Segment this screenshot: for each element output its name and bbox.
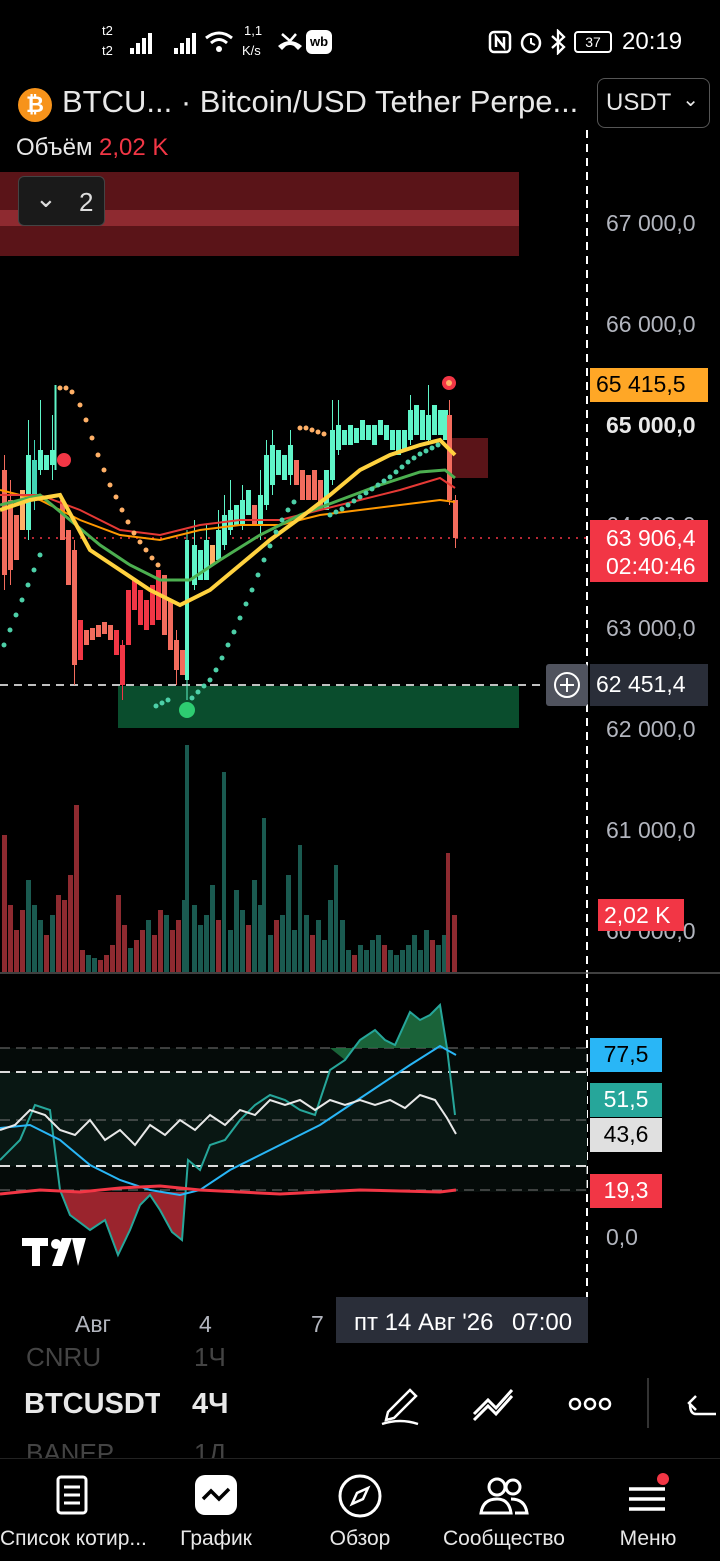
- next-symbol[interactable]: BANEP: [26, 1438, 115, 1458]
- price-candles: [2, 385, 458, 700]
- bluetooth-icon: [551, 29, 566, 55]
- compass-icon: [338, 1474, 382, 1518]
- clock: 20:19: [622, 28, 683, 55]
- crosshair-time: 07:00: [512, 1309, 573, 1336]
- price-chart[interactable]: [0, 0, 720, 1300]
- ma-orange: [0, 489, 456, 542]
- alarm-icon: [520, 32, 542, 54]
- price-level: 61 000,0: [606, 817, 696, 843]
- time-label: Авг: [75, 1311, 111, 1337]
- oscillator-white-line: [0, 1093, 457, 1147]
- osc-tag-upper: 77,5: [590, 1038, 662, 1072]
- price-level: 62 000,0: [606, 716, 696, 742]
- oscillator-teal-line: [0, 1002, 456, 1258]
- price-level: 65 000,0: [606, 412, 696, 438]
- net-speed-unit: K/s: [242, 43, 261, 58]
- nav-label: Список котир...: [0, 1527, 147, 1550]
- indicator-count: 2: [79, 187, 94, 217]
- undo-icon[interactable]: [686, 1390, 720, 1420]
- last-price-value: 63 906,4: [606, 525, 696, 551]
- crosshair-date: пт 14 Авг '26: [354, 1309, 494, 1336]
- current-symbol[interactable]: BTCUSDT: [24, 1388, 160, 1420]
- watchlist-icon: [56, 1475, 88, 1515]
- ma-yellow: [0, 437, 457, 608]
- add-alert-button[interactable]: [546, 664, 588, 706]
- next-interval[interactable]: 1Д: [194, 1438, 227, 1458]
- osc-tag-white: 43,6: [590, 1118, 662, 1152]
- bar-countdown: 02:40:46: [606, 553, 696, 579]
- volume-bars: [2, 745, 457, 972]
- symbol-description: · Bitcoin/USD Tether Perpe...: [180, 84, 579, 119]
- nav-chart[interactable]: График: [144, 1459, 288, 1561]
- order-block: [452, 438, 488, 478]
- oscillator-oversold-fill: [60, 1192, 186, 1255]
- sell-signal-dot-center: [446, 380, 452, 386]
- symbol-short: BTCU...: [62, 84, 173, 119]
- currency-select[interactable]: USDT ⌄: [597, 78, 710, 128]
- parabolic-sar: [1, 385, 441, 709]
- alert-price-tag[interactable]: 65 415,5: [590, 368, 708, 402]
- plus-circle-icon: [554, 672, 580, 698]
- trend-line-icon[interactable]: [470, 1384, 518, 1424]
- pencil-icon[interactable]: [380, 1382, 420, 1426]
- oscillator-blue-line: [0, 1044, 457, 1197]
- menu-icon: [629, 1473, 669, 1511]
- oscillator-red-line: [0, 1184, 457, 1196]
- nfc-icon: [488, 30, 512, 54]
- nav-community[interactable]: Сообщество: [432, 1459, 576, 1561]
- symbol-title[interactable]: BTCU... · Bitcoin/USD Tether Perpe...: [62, 84, 578, 120]
- collapse-indicators-button[interactable]: ⌄ 2: [18, 176, 105, 226]
- resistance-zone-core: [0, 210, 519, 226]
- bitcoin-logo-icon: ₿: [18, 88, 52, 122]
- nav-label: Сообщество: [443, 1527, 565, 1550]
- missed-call-icon: [278, 33, 302, 50]
- time-label: 4: [199, 1311, 212, 1337]
- chart-icon: [195, 1475, 237, 1515]
- signal-icon: [130, 33, 196, 54]
- time-label: 7: [311, 1311, 324, 1337]
- volume-value: 2,02 K: [99, 134, 169, 161]
- currency-value: USDT: [606, 89, 672, 116]
- sell-signal-dot: [57, 453, 71, 467]
- nav-watchlist[interactable]: Список котир...: [0, 1459, 147, 1561]
- symbol-toolbar: CNRU 1Ч BTCUSDT 4Ч BANEP 1Д: [0, 1342, 720, 1458]
- nav-menu[interactable]: Меню: [576, 1459, 720, 1561]
- bottom-navigation: Список котир... График Обзор Сообщество …: [0, 1458, 720, 1561]
- battery-icon: 37: [574, 31, 612, 53]
- tradingview-logo: [22, 1236, 88, 1273]
- price-level: 67 000,0: [606, 210, 696, 236]
- sim2-label: t2: [102, 43, 113, 58]
- status-bar: t2 t2 1,1 K/s wb 37 20:19: [0, 0, 720, 84]
- osc-tag-mid: 51,5: [590, 1083, 662, 1117]
- chevron-down-icon: ⌄: [682, 89, 699, 111]
- price-level: 63 000,0: [606, 615, 696, 641]
- price-level: 66 000,0: [606, 311, 696, 337]
- nav-label: График: [180, 1527, 252, 1550]
- wb-app-icon: wb: [306, 30, 332, 54]
- osc-tag-lower: 19,3: [590, 1174, 662, 1208]
- prev-symbol[interactable]: CNRU: [26, 1342, 102, 1372]
- net-speed-value: 1,1: [244, 23, 263, 38]
- prev-interval[interactable]: 1Ч: [194, 1342, 226, 1372]
- wifi-icon: [205, 31, 233, 52]
- crosshair-date-box: пт 14 Авг '26 07:00: [336, 1297, 588, 1343]
- more-icon[interactable]: [568, 1394, 612, 1414]
- chevron-down-icon: ⌄: [35, 183, 57, 213]
- volume-label: Объём: [16, 134, 93, 161]
- battery-level: 37: [585, 34, 601, 50]
- toolbar-divider: [647, 1378, 649, 1428]
- sim1-label: t2: [102, 23, 113, 38]
- community-icon: [479, 1477, 529, 1515]
- current-interval[interactable]: 4Ч: [192, 1388, 229, 1420]
- nav-label: Меню: [619, 1527, 677, 1550]
- crosshair-price-tag: 62 451,4: [590, 664, 708, 706]
- nav-label: Обзор: [329, 1527, 391, 1550]
- last-price-tag[interactable]: 63 906,4 02:40:46: [590, 520, 708, 582]
- buy-signal-dot: [179, 702, 195, 718]
- nav-overview[interactable]: Обзор: [288, 1459, 432, 1561]
- osc-zero: 0,0: [606, 1224, 638, 1250]
- volume-tag: 2,02 K: [598, 899, 684, 931]
- support-zone: [118, 686, 519, 728]
- ma-red: [0, 476, 456, 537]
